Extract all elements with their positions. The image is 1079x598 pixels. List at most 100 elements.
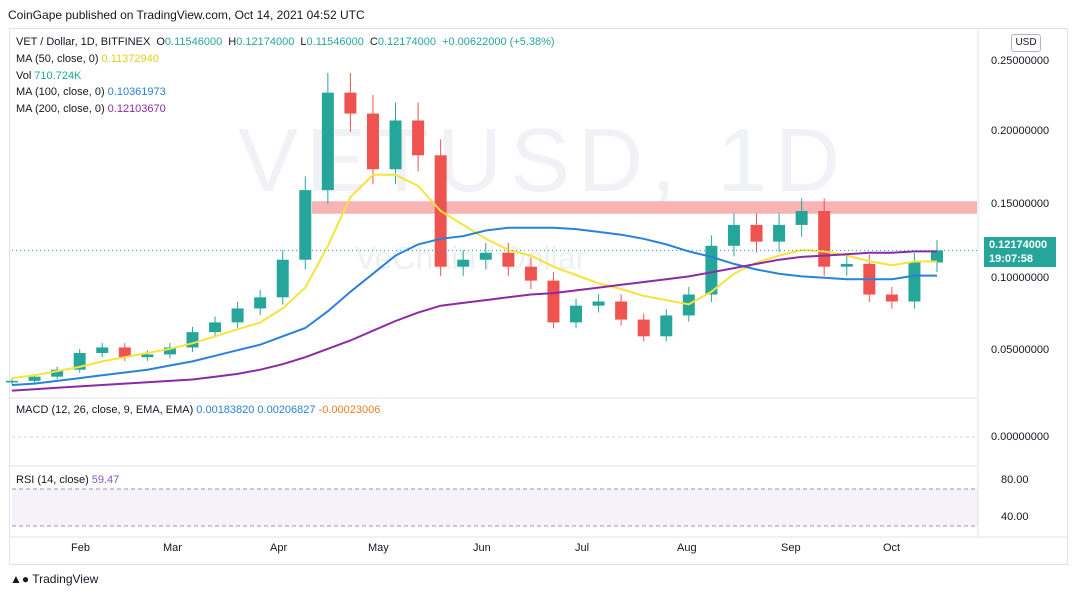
price-tick: 0.10000000 bbox=[991, 272, 1050, 284]
candle-body bbox=[908, 262, 921, 302]
ma50-value: 0.11372940 bbox=[101, 53, 159, 65]
candle-body bbox=[389, 120, 402, 170]
ma100-legend[interactable]: MA (100, close, 0) 0.10361973 bbox=[16, 86, 169, 98]
time-label-feb: Feb bbox=[71, 542, 90, 554]
candle-body bbox=[299, 190, 312, 260]
symbol-name: VET / Dollar, 1D, BITFINEX bbox=[16, 36, 151, 48]
time-label-sep: Sep bbox=[781, 542, 801, 554]
close-value: 0.12174000 bbox=[377, 36, 436, 48]
time-label-aug: Aug bbox=[677, 542, 697, 554]
macd-label: MACD (12, 26, close, 9, EMA, EMA) bbox=[16, 404, 194, 416]
candle-body bbox=[795, 211, 808, 225]
candle-body bbox=[547, 280, 560, 323]
change-value: +0.00622000 (+5.38%) bbox=[442, 36, 555, 48]
publisher-header: CoinGape published on TradingView.com, O… bbox=[8, 8, 365, 22]
candle-body bbox=[254, 297, 267, 309]
candle-body bbox=[51, 369, 64, 377]
candle-body bbox=[6, 380, 18, 383]
low-value: 0.11546000 bbox=[306, 36, 364, 48]
candle-body bbox=[276, 259, 289, 298]
time-label-mar: Mar bbox=[163, 542, 182, 554]
ma100-line bbox=[11, 226, 937, 386]
ma200-legend[interactable]: MA (200, close, 0) 0.12103670 bbox=[16, 103, 169, 115]
symbol-watermark: VETUSD, 1D bbox=[238, 111, 849, 211]
last-price-value: 0.12174000 bbox=[989, 239, 1048, 251]
price-tick: 0.25000000 bbox=[991, 55, 1050, 67]
brand-name: TradingView bbox=[32, 572, 99, 586]
vol-legend[interactable]: Vol 710.724K bbox=[16, 70, 84, 82]
candle-body bbox=[660, 315, 673, 337]
high-value: 0.12174000 bbox=[236, 36, 295, 48]
currency-button[interactable]: USD bbox=[1011, 34, 1041, 52]
ma50-label: MA (50, close, 0) bbox=[16, 53, 99, 65]
chart-frame[interactable] bbox=[9, 28, 1068, 565]
macd-value: 0.00183820 bbox=[196, 404, 255, 416]
rsi-label: RSI (14, close) bbox=[16, 474, 89, 486]
macd-legend[interactable]: MACD (12, 26, close, 9, EMA, EMA) 0.00183… bbox=[16, 404, 383, 416]
candle-body bbox=[570, 305, 583, 323]
open-value: 0.11546000 bbox=[164, 36, 223, 48]
time-label-jun: Jun bbox=[473, 542, 491, 554]
candle-body bbox=[457, 259, 470, 267]
candle-body bbox=[28, 376, 41, 381]
candle-body bbox=[637, 319, 650, 337]
tradingview-logo-icon: ▲● bbox=[10, 572, 30, 586]
open-label: O bbox=[156, 36, 165, 48]
tradingview-logo[interactable]: ▲● TradingView bbox=[10, 572, 98, 586]
ma100-value: 0.10361973 bbox=[107, 86, 166, 98]
candle-body bbox=[727, 224, 740, 246]
time-label-jul: Jul bbox=[575, 542, 590, 554]
candle-body bbox=[231, 308, 244, 323]
symbol-legend: VET / Dollar, 1D, BITFINEX O0.11546000 H… bbox=[16, 36, 558, 48]
candle-body bbox=[524, 266, 537, 281]
time-label-oct: Oct bbox=[883, 542, 901, 554]
macd-tick: 0.00000000 bbox=[991, 431, 1050, 443]
candle-body bbox=[818, 211, 831, 267]
candle-body bbox=[96, 347, 109, 354]
price-tick: 0.15000000 bbox=[991, 198, 1050, 210]
candle-body bbox=[592, 301, 605, 306]
candle-body bbox=[321, 92, 334, 191]
time-label-may: May bbox=[368, 542, 389, 554]
low-label: L bbox=[300, 36, 307, 48]
candle-body bbox=[118, 347, 131, 358]
candle-body bbox=[750, 224, 763, 242]
ma200-line bbox=[11, 250, 937, 392]
ma200-value: 0.12103670 bbox=[107, 103, 166, 115]
candle-body bbox=[773, 224, 786, 242]
candle-body bbox=[141, 354, 154, 358]
candle-body bbox=[366, 113, 379, 170]
rsi-legend[interactable]: RSI (14, close) 59.47 bbox=[16, 474, 122, 486]
time-label-apr: Apr bbox=[270, 542, 288, 554]
rsi-tick: 40.00 bbox=[1001, 511, 1029, 523]
rsi-value: 59.47 bbox=[91, 474, 120, 486]
candle-body bbox=[931, 250, 943, 263]
price-tick: 0.05000000 bbox=[991, 344, 1050, 356]
candle-body bbox=[615, 301, 628, 320]
vol-label: Vol bbox=[16, 70, 32, 82]
ma200-label: MA (200, close, 0) bbox=[16, 103, 105, 115]
candle-body bbox=[344, 92, 357, 114]
ma50-line bbox=[11, 173, 937, 380]
candle-body bbox=[502, 252, 515, 267]
high-label: H bbox=[228, 36, 237, 48]
bar-countdown: 19:07:58 bbox=[989, 253, 1034, 265]
macd-signal-value: 0.00206827 bbox=[257, 404, 316, 416]
macd-hist-value: -0.00023006 bbox=[318, 404, 381, 416]
candle-body bbox=[412, 120, 425, 156]
ma50-legend[interactable]: MA (50, close, 0) 0.11372940 bbox=[16, 53, 162, 65]
price-tick: 0.20000000 bbox=[991, 125, 1050, 137]
candle-body bbox=[209, 322, 222, 333]
rsi-tick: 80.00 bbox=[1001, 474, 1029, 486]
resistance-zone bbox=[312, 201, 977, 214]
candle-body bbox=[840, 263, 853, 267]
ma100-label: MA (100, close, 0) bbox=[16, 86, 105, 98]
rsi-band bbox=[12, 489, 978, 526]
candle-body bbox=[885, 294, 898, 302]
last-price-label: 0.12174000 19:07:58 bbox=[984, 237, 1056, 267]
vol-value: 710.724K bbox=[34, 70, 82, 82]
candle-body bbox=[479, 252, 492, 260]
candle-body bbox=[163, 347, 176, 355]
close-label: C bbox=[369, 36, 378, 48]
